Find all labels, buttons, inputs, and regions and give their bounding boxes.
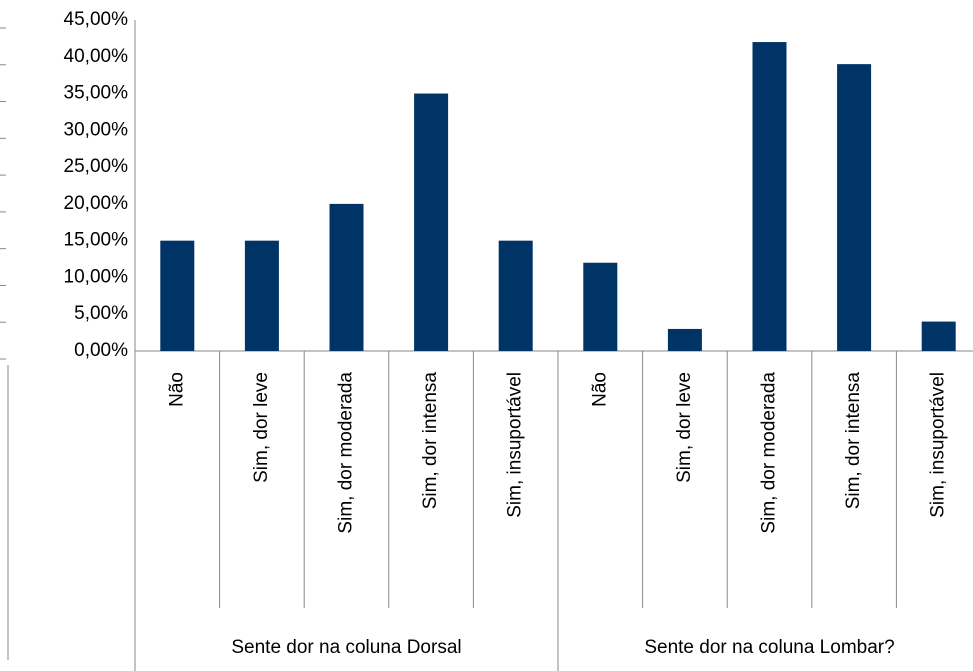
- y-tick-label: 0,00%: [74, 340, 128, 361]
- x-tick-label: Sim, dor intensa: [420, 372, 441, 510]
- group-label: Sente dor na coluna Lombar?: [644, 637, 894, 658]
- x-tick-label: Sim, dor leve: [674, 372, 695, 483]
- bar: [921, 321, 956, 351]
- bar: [244, 240, 279, 351]
- bar: [752, 42, 787, 352]
- y-tick-label: 30,00%: [64, 119, 129, 140]
- x-tick-label: Sim, dor intensa: [843, 372, 864, 510]
- y-tick-label: 45,00%: [64, 9, 129, 30]
- x-tick-label: Não: [166, 372, 187, 407]
- bar: [329, 203, 364, 351]
- bar: [837, 64, 872, 351]
- x-tick-label: Sim, insuportável: [505, 372, 526, 518]
- x-tick-label: Não: [589, 372, 610, 407]
- group-label: Sente dor na coluna Dorsal: [231, 637, 461, 658]
- y-tick-label: 35,00%: [64, 83, 129, 104]
- y-tick-label: 25,00%: [64, 156, 129, 177]
- bar: [414, 93, 449, 352]
- y-tick-label: 40,00%: [64, 46, 129, 67]
- x-tick-label: Sim, insuportável: [928, 372, 949, 518]
- bar: [498, 240, 533, 351]
- bar: [583, 262, 618, 351]
- y-tick-label: 10,00%: [64, 266, 129, 287]
- y-tick-label: 15,00%: [64, 230, 129, 251]
- x-tick-label: Sim, dor leve: [251, 372, 272, 483]
- x-tick-label: Sim, dor moderada: [759, 372, 780, 534]
- bar: [160, 240, 195, 351]
- bar: [667, 328, 702, 351]
- y-tick-label: 5,00%: [74, 303, 128, 324]
- y-tick-label: 20,00%: [64, 193, 129, 214]
- x-tick-label: Sim, dor moderada: [336, 372, 357, 534]
